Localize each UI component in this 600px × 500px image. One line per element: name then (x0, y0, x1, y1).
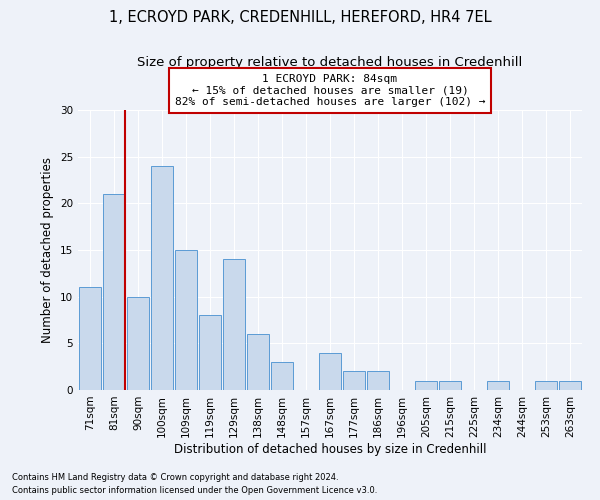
Bar (319, 352, 341, 390)
Bar (247, 334, 269, 390)
Bar (439, 380, 461, 390)
Bar (79, 288, 101, 390)
Title: Size of property relative to detached houses in Credenhill: Size of property relative to detached ho… (137, 56, 523, 68)
Bar (487, 380, 509, 390)
Text: 1 ECROYD PARK: 84sqm
← 15% of detached houses are smaller (19)
82% of semi-detac: 1 ECROYD PARK: 84sqm ← 15% of detached h… (175, 74, 485, 107)
Bar (559, 380, 581, 390)
Bar (175, 250, 197, 390)
Bar (367, 372, 389, 390)
Text: Contains HM Land Registry data © Crown copyright and database right 2024.
Contai: Contains HM Land Registry data © Crown c… (12, 474, 377, 495)
Bar (223, 260, 245, 390)
Bar (103, 194, 125, 390)
Bar (151, 166, 173, 390)
Bar (343, 372, 365, 390)
Text: 1, ECROYD PARK, CREDENHILL, HEREFORD, HR4 7EL: 1, ECROYD PARK, CREDENHILL, HEREFORD, HR… (109, 10, 491, 25)
Bar (199, 316, 221, 390)
X-axis label: Distribution of detached houses by size in Credenhill: Distribution of detached houses by size … (174, 442, 486, 456)
Bar (415, 380, 437, 390)
Bar (535, 380, 557, 390)
Y-axis label: Number of detached properties: Number of detached properties (41, 157, 55, 343)
Bar (271, 362, 293, 390)
Bar (127, 296, 149, 390)
